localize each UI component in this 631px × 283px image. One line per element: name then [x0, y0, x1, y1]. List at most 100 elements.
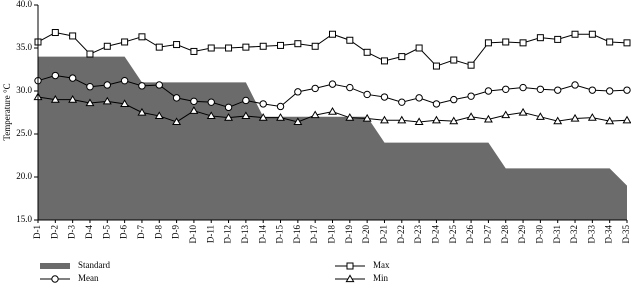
- marker: [103, 81, 111, 89]
- marker: [207, 98, 215, 106]
- marker: [207, 44, 215, 52]
- x-tick-label: D-14: [257, 225, 267, 244]
- marker: [120, 99, 130, 107]
- marker: [502, 38, 510, 46]
- marker: [535, 112, 545, 120]
- x-tick-label: D-10: [188, 225, 198, 244]
- marker: [189, 106, 199, 114]
- marker: [277, 41, 285, 49]
- x-tick-label: D-25: [448, 225, 458, 244]
- x-tick-label: D-1: [32, 225, 42, 239]
- marker: [432, 100, 441, 108]
- x-tick-label: D-23: [413, 225, 423, 244]
- marker: [155, 81, 163, 89]
- marker: [172, 94, 181, 102]
- marker: [415, 44, 423, 52]
- y-tick-label: 25.0: [16, 128, 32, 138]
- marker: [570, 113, 580, 122]
- marker: [155, 43, 163, 51]
- y-tick-label: 40.0: [16, 0, 32, 9]
- marker: [51, 71, 60, 80]
- marker: [206, 111, 216, 120]
- marker: [536, 85, 545, 93]
- y-tick-label: 15.0: [16, 214, 32, 224]
- x-tick-label: D-11: [205, 225, 215, 243]
- x-tick-label: D-5: [101, 225, 111, 239]
- marker: [103, 42, 111, 50]
- marker: [571, 30, 579, 38]
- x-tick-label: D-27: [482, 225, 492, 244]
- x-tick-label: D-8: [153, 225, 163, 239]
- marker: [328, 80, 337, 88]
- marker: [311, 84, 319, 93]
- x-tick-label: D-16: [292, 225, 302, 244]
- marker: [68, 95, 78, 103]
- x-tick-label: D-13: [240, 225, 250, 244]
- x-tick-label: D-28: [500, 225, 510, 244]
- marker: [484, 39, 492, 47]
- x-tick-label: D-20: [361, 225, 371, 244]
- legend-marker: [346, 262, 354, 270]
- x-tick-label: D-15: [275, 225, 285, 244]
- marker: [554, 35, 562, 43]
- marker: [398, 53, 406, 61]
- legend-marker: [51, 275, 59, 283]
- marker: [571, 81, 579, 89]
- marker: [623, 86, 631, 94]
- y-tick-label: 35.0: [16, 42, 32, 52]
- marker: [311, 42, 319, 50]
- marker: [606, 38, 614, 46]
- marker: [363, 48, 371, 56]
- legend-label: Min: [373, 273, 389, 283]
- x-tick-label: D-7: [136, 225, 146, 239]
- marker: [137, 107, 147, 116]
- marker: [431, 115, 441, 124]
- marker: [86, 50, 94, 58]
- marker: [623, 39, 631, 47]
- marker: [51, 29, 59, 37]
- x-tick-label: D-29: [517, 225, 527, 244]
- marker: [363, 90, 371, 99]
- marker: [345, 113, 355, 121]
- marker: [276, 113, 285, 121]
- marker: [190, 97, 198, 106]
- legend-label: Mean: [78, 273, 99, 283]
- marker: [258, 113, 268, 121]
- y-tick-label: 30.0: [16, 85, 32, 95]
- x-tick-label: D-32: [569, 225, 579, 244]
- marker: [259, 42, 267, 50]
- marker: [501, 110, 511, 119]
- marker: [225, 44, 233, 52]
- y-tick-label: 20.0: [16, 171, 32, 181]
- marker: [466, 112, 476, 120]
- marker: [138, 33, 146, 41]
- y-axis-label: Temperature °C: [2, 83, 12, 140]
- x-tick-label: D-30: [534, 225, 544, 244]
- x-tick-label: D-17: [309, 225, 319, 244]
- x-tick-label: D-34: [604, 225, 614, 244]
- marker: [310, 110, 320, 119]
- x-tick-label: D-21: [379, 225, 389, 244]
- marker: [519, 83, 527, 92]
- marker: [224, 103, 233, 112]
- area: [38, 56, 627, 220]
- marker: [173, 41, 181, 49]
- marker: [329, 30, 336, 38]
- marker: [415, 94, 423, 102]
- x-tick-label: D-2: [49, 225, 59, 239]
- marker: [241, 111, 251, 120]
- marker: [259, 100, 267, 108]
- marker: [293, 117, 303, 126]
- marker: [484, 87, 493, 95]
- marker: [554, 86, 562, 94]
- marker: [519, 39, 527, 47]
- marker: [518, 107, 528, 116]
- marker: [50, 95, 60, 103]
- marker: [397, 115, 407, 124]
- legend-swatch: [40, 263, 70, 269]
- legend-label: Standard: [78, 260, 110, 270]
- x-tick-label: D-26: [465, 225, 475, 244]
- x-tick-label: D-4: [84, 225, 94, 239]
- marker: [380, 93, 389, 101]
